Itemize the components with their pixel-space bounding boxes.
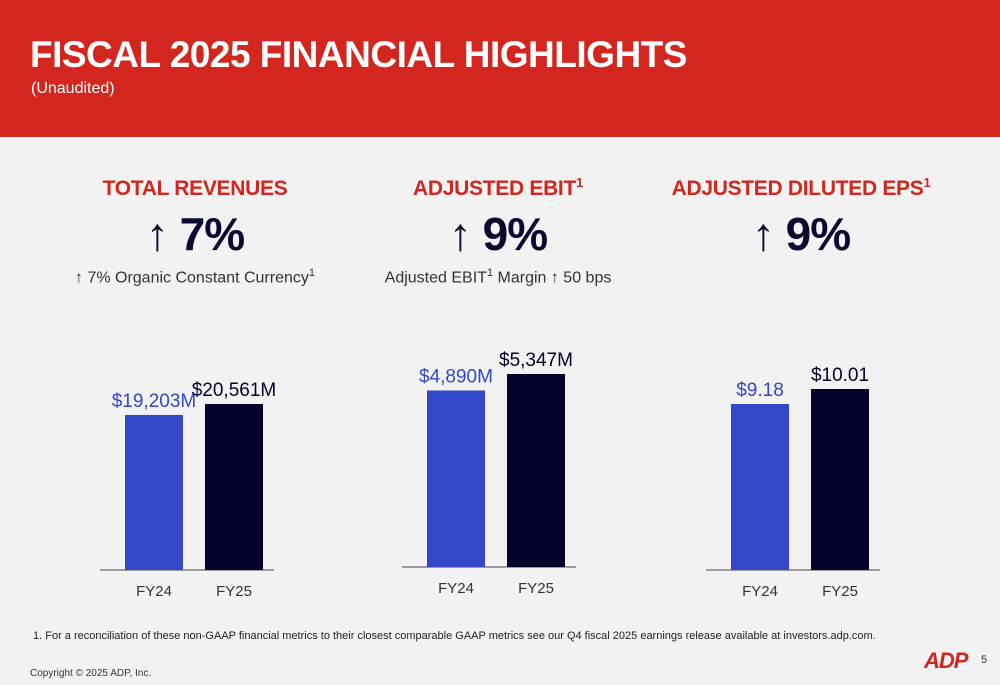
up-arrow-icon: ↑: [145, 208, 169, 260]
page-title: FISCAL 2025 FINANCIAL HIGHLIGHTS: [30, 34, 687, 75]
page-number: 5: [981, 654, 988, 666]
metric-title: TOTAL REVENUES: [102, 177, 288, 200]
metric-note: Adjusted EBIT1 Margin ↑ 50 bps: [384, 267, 612, 287]
x-tick-label: FY25: [518, 580, 554, 597]
header-banner: FISCAL 2025 FINANCIAL HIGHLIGHTS (Unaudi…: [0, 0, 1000, 137]
up-arrow-icon: ↑: [751, 208, 775, 260]
metric-growth: ↑ 7%: [145, 208, 245, 260]
metric-growth: ↑ 9%: [448, 208, 548, 260]
copyright: Copyright © 2025 ADP, Inc.: [30, 668, 152, 679]
metric-adjusted-ebit: ADJUSTED EBIT1 ↑ 9% Adjusted EBIT1 Margi…: [348, 175, 648, 287]
bar-fy24: [427, 390, 485, 567]
x-tick-label: FY25: [216, 583, 252, 600]
metric-title: ADJUSTED EBIT1: [413, 175, 583, 200]
data-label: $5,347M: [499, 350, 573, 371]
bar-fy25: [811, 389, 869, 570]
metric-title: ADJUSTED DILUTED EPS1: [671, 175, 931, 200]
up-arrow-icon: ↑: [448, 208, 472, 260]
metric-note: ↑ 7% Organic Constant Currency1: [74, 267, 315, 287]
data-label: $19,203M: [112, 391, 197, 412]
data-label: $9.18: [736, 380, 784, 401]
x-tick-label: FY24: [136, 583, 172, 600]
bar-fy24: [731, 404, 789, 570]
metric-adjusted-diluted-eps: ADJUSTED DILUTED EPS1 ↑ 9%: [651, 175, 951, 261]
data-label: $4,890M: [419, 366, 493, 387]
adp-logo: ADP: [924, 648, 968, 673]
bar-fy25: [507, 374, 565, 567]
page-subtitle: (Unaudited): [31, 80, 115, 97]
x-tick-label: FY25: [822, 583, 858, 600]
footnote: 1. For a reconciliation of these non-GAA…: [33, 630, 876, 642]
data-label: $20,561M: [192, 380, 277, 401]
up-arrow-icon: ↑: [74, 269, 83, 287]
bar-fy25: [205, 404, 263, 570]
metric-total-revenues: TOTAL REVENUES ↑ 7% ↑ 7% Organic Constan…: [45, 175, 345, 287]
x-tick-label: FY24: [438, 580, 474, 597]
bar-fy24: [125, 414, 183, 570]
data-label: $10.01: [811, 365, 869, 386]
metric-growth: ↑ 9%: [751, 208, 851, 260]
x-tick-label: FY24: [742, 583, 778, 600]
